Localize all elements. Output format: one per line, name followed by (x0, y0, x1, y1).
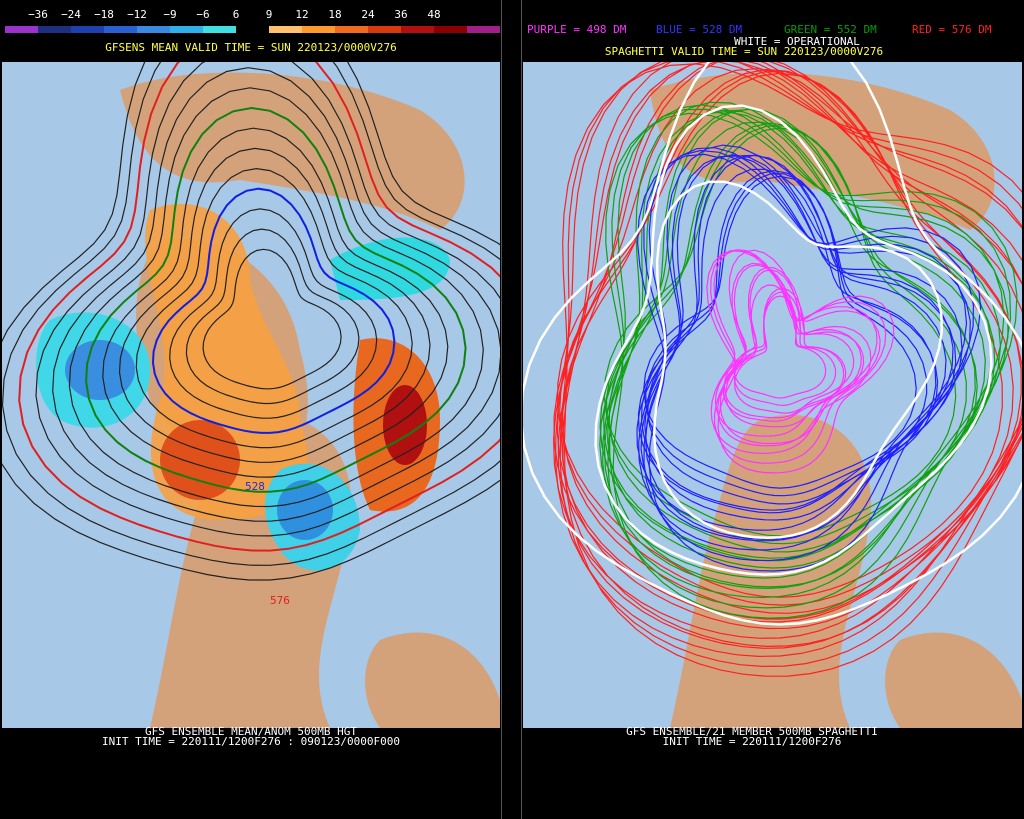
operational-contour (594, 104, 993, 576)
member-contour (562, 62, 1022, 648)
divider (501, 0, 502, 819)
operational-contour (523, 62, 1022, 626)
member-contour (640, 154, 947, 511)
colorbar-label: 24 (361, 8, 375, 21)
colorbar-label: −18 (94, 8, 114, 21)
colorbar-label: 6 (233, 8, 240, 21)
contour (52, 67, 500, 522)
member-contour (723, 269, 855, 419)
contour (2, 62, 500, 581)
colorbar-label: −12 (127, 8, 147, 21)
colorbar-swatch (335, 26, 368, 33)
contour (185, 228, 360, 405)
left-title: GFSENS MEAN VALID TIME = SUN 220123/0000… (105, 41, 396, 54)
colorbar-label: 18 (328, 8, 341, 21)
divider (521, 0, 522, 819)
member-contour (706, 250, 895, 474)
member-contour (557, 62, 1022, 649)
left-footer: INIT TIME = 220111/1200F276 : 090123/000… (102, 735, 400, 748)
colorbar-swatch (302, 26, 335, 33)
legend-entry: BLUE = 528 DM (656, 23, 742, 36)
colorbar-swatch (5, 26, 38, 33)
contour (102, 127, 449, 478)
colorbar-label: 36 (394, 8, 407, 21)
member-contour (717, 262, 872, 447)
contour (18, 62, 500, 552)
right-footer: INIT TIME = 220111/1200F276 (663, 735, 842, 748)
colorbar-label: 12 (295, 8, 308, 21)
anomaly-negative (65, 340, 135, 400)
colorbar-swatch (269, 26, 302, 33)
colorbar-swatch (368, 26, 401, 33)
member-contour (638, 147, 968, 551)
left-footer: GFS ENSEMBLE MEAN/ANOM 500MB HGT (145, 725, 357, 738)
member-contour (607, 108, 1012, 609)
member-contour (714, 264, 862, 437)
colorbar: −36 −24 −18 −12 −9 −6 6 9 12 18 24 36 48 (5, 8, 500, 33)
contour (85, 106, 467, 493)
colorbar-label: 48 (427, 8, 440, 21)
right-map (523, 62, 1022, 728)
colorbar-label: 9 (266, 8, 273, 21)
contour (118, 147, 431, 463)
operational-contour (652, 180, 944, 540)
anomaly-negative (330, 237, 450, 300)
contour (68, 87, 484, 508)
colorbar-label: −24 (61, 8, 81, 21)
right-footer: GFS ENSEMBLE/21 MEMBER 500MB SPAGHETTI (626, 725, 878, 738)
land (365, 632, 500, 728)
member-contour (645, 173, 928, 497)
member-contour (554, 62, 1022, 658)
anomaly-positive (383, 385, 427, 465)
colorbar-swatch (38, 26, 71, 33)
land (885, 632, 1022, 728)
contour-label: 528 (245, 480, 265, 493)
contour (135, 167, 413, 449)
contours (2, 62, 500, 581)
member-contour (609, 101, 1009, 588)
colorbar-swatch (203, 26, 236, 33)
colorbar-label: −6 (196, 8, 209, 21)
colorbar-label: −9 (163, 8, 176, 21)
colorbar-swatch (401, 26, 434, 33)
colorbar-swatch (236, 26, 269, 33)
land (120, 72, 465, 230)
member-contour (602, 104, 1005, 599)
right-title: SPAGHETTI VALID TIME = SUN 220123/0000V2… (605, 45, 883, 58)
member-contour (605, 112, 1018, 619)
contour (151, 187, 396, 434)
colorbar-swatch (467, 26, 500, 33)
member-contour (562, 63, 1022, 677)
colorbar-label: −36 (28, 8, 48, 21)
colorbar-swatch (71, 26, 104, 33)
spaghetti (523, 62, 1022, 677)
colorbar-swatch (104, 26, 137, 33)
contour (35, 62, 500, 537)
contour (202, 248, 342, 390)
colorbar-swatch (170, 26, 203, 33)
contour (169, 208, 378, 419)
member-contour (599, 121, 976, 562)
left-map: 528 576 (2, 62, 500, 728)
member-contour (644, 144, 971, 540)
member-contour (603, 108, 986, 559)
member-contour (719, 249, 881, 445)
legend-entry: RED = 576 DM (912, 23, 992, 36)
contour-label: 576 (270, 594, 290, 607)
contour (2, 62, 500, 566)
legend-entry: PURPLE = 498 DM (527, 23, 627, 36)
colorbar-swatch (137, 26, 170, 33)
legend-entry: GREEN = 552 DM (784, 23, 877, 36)
colorbar-swatch (434, 26, 467, 33)
operational-note: WHITE = OPERATIONAL (734, 35, 860, 48)
member-contour (636, 153, 982, 572)
